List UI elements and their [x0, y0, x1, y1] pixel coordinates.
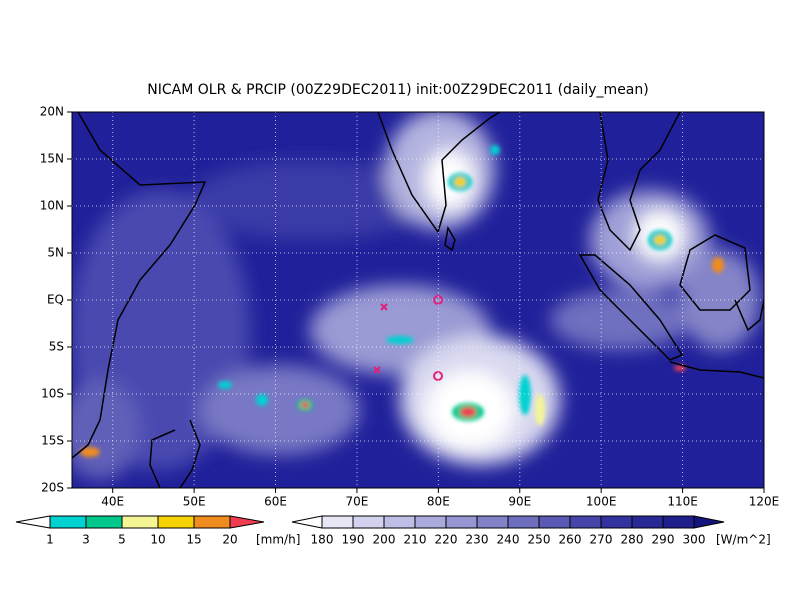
- colorbar-label: 190: [342, 533, 365, 547]
- colorbar-arrow: [15, 515, 51, 529]
- y-tick-label: 5N: [47, 246, 64, 260]
- colorbar-label: 280: [621, 533, 644, 547]
- colorbar-label: 300: [683, 533, 706, 547]
- colorbar-label: 1: [46, 533, 54, 547]
- colorbar-segment: [121, 515, 159, 529]
- colorbar-unit: [W/m^2]: [716, 533, 771, 547]
- colorbar-segment: [321, 515, 354, 529]
- colorbar-unit: [mm/h]: [256, 533, 300, 547]
- x-tick-label: 100E: [586, 495, 617, 509]
- colorbar-segment: [631, 515, 664, 529]
- colorbar-label: 250: [528, 533, 551, 547]
- x-tick-label: 110E: [667, 495, 698, 509]
- x-tick-label: 40E: [101, 495, 124, 509]
- coastlines: [72, 112, 764, 488]
- map-field: [72, 112, 764, 488]
- colorbar-segment: [507, 515, 540, 529]
- y-tick-label: 20S: [41, 481, 64, 495]
- colorbar-segment: [569, 515, 602, 529]
- title: NICAM OLR & PRCIP (00Z29DEC2011) init:00…: [147, 82, 648, 98]
- colorbar-label: 10: [150, 533, 165, 547]
- y-tick-label: 10N: [40, 199, 64, 213]
- colorbar-label: 20: [222, 533, 237, 547]
- colorbar-segment: [383, 515, 416, 529]
- colorbar-label: 290: [652, 533, 675, 547]
- colorbar-label: 15: [186, 533, 201, 547]
- x-tick-label: 90E: [508, 495, 531, 509]
- y-tick-label: 15N: [40, 152, 64, 166]
- colorbar-label: 5: [118, 533, 126, 547]
- colorbar-arrow: [693, 515, 725, 529]
- colorbar-segment: [600, 515, 633, 529]
- colorbar-label: 260: [559, 533, 582, 547]
- x-tick-label: 80E: [427, 495, 450, 509]
- colorbar-label: 220: [435, 533, 458, 547]
- y-tick-label: EQ: [47, 293, 64, 307]
- colorbar-label: 270: [590, 533, 613, 547]
- colorbar-arrow: [291, 515, 323, 529]
- colorbar-label: 180: [311, 533, 334, 547]
- colorbar-segment: [662, 515, 695, 529]
- colorbar-segment: [352, 515, 385, 529]
- y-tick-label: 15S: [41, 434, 64, 448]
- colorbar-segment: [49, 515, 87, 529]
- colorbar-segment: [157, 515, 195, 529]
- colorbar-segment: [445, 515, 478, 529]
- colorbar-label: 3: [82, 533, 90, 547]
- colorbar-segment: [538, 515, 571, 529]
- colorbar-segment: [193, 515, 231, 529]
- y-tick-label: 20N: [40, 105, 64, 119]
- x-tick-label: 60E: [264, 495, 287, 509]
- colorbar-segment: [476, 515, 509, 529]
- colorbar-segment: [85, 515, 123, 529]
- colorbar-label: 240: [497, 533, 520, 547]
- y-tick-label: 5S: [49, 340, 64, 354]
- x-tick-label: 50E: [183, 495, 206, 509]
- colorbar-label: 230: [466, 533, 489, 547]
- colorbar-segment: [414, 515, 447, 529]
- colorbar-label: 210: [404, 533, 427, 547]
- x-tick-label: 70E: [346, 495, 369, 509]
- y-tick-label: 10S: [41, 387, 64, 401]
- colorbar-arrow: [229, 515, 265, 529]
- x-tick-label: 120E: [749, 495, 780, 509]
- colorbar-label: 200: [373, 533, 396, 547]
